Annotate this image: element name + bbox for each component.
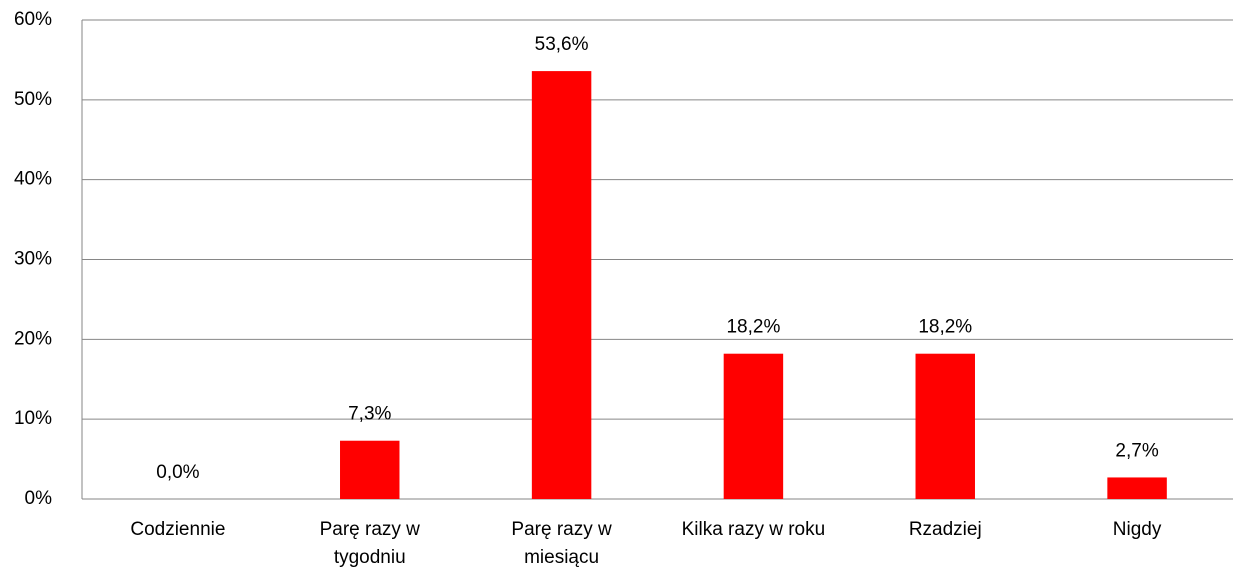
data-label: 18,2% (726, 317, 780, 338)
data-label: 2,7% (1115, 440, 1158, 461)
y-tick-label: 40% (14, 169, 52, 190)
y-tick-label: 30% (14, 249, 52, 270)
x-tick-label: Parę razy w tygodniu (319, 519, 420, 568)
y-tick-label: 60% (14, 9, 52, 30)
bar (723, 353, 784, 499)
x-tick-label: Kilka razy w roku (681, 519, 826, 540)
data-label: 7,3% (348, 404, 391, 425)
data-label: 0,0% (156, 462, 199, 483)
x-tick-label: Nigdy (1112, 519, 1162, 540)
bar (531, 71, 592, 500)
y-tick-label: 0% (25, 488, 53, 509)
x-tick-label: Parę razy w miesiącu (511, 519, 612, 568)
bar (340, 440, 400, 499)
data-label: 53,6% (535, 34, 589, 55)
x-tick-label: Codziennie (130, 519, 226, 540)
bar (1107, 477, 1167, 499)
y-tick-label: 20% (14, 328, 52, 349)
y-tick-label: 50% (14, 89, 52, 110)
x-tick-label: Rzadziej (908, 519, 982, 540)
data-label: 18,2% (918, 317, 972, 338)
y-tick-label: 10% (14, 408, 52, 429)
bar (915, 353, 975, 499)
